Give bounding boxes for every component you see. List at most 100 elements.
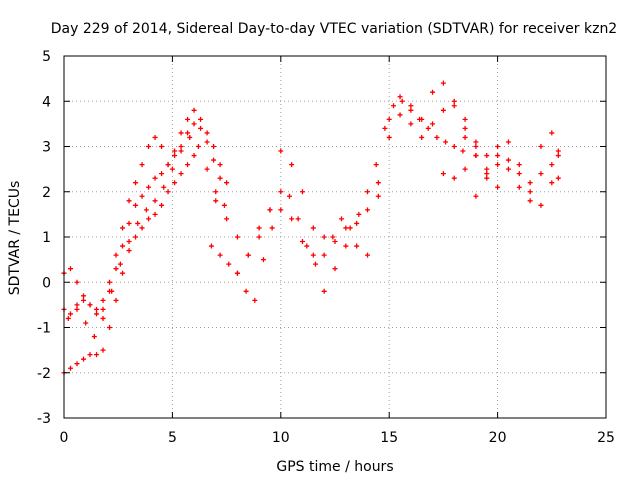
data-point xyxy=(74,361,80,367)
chart-title: Day 229 of 2014, Sidereal Day-to-day VTE… xyxy=(51,21,617,37)
data-point xyxy=(120,243,126,249)
data-point xyxy=(81,297,87,303)
data-point xyxy=(74,306,80,312)
data-point xyxy=(178,171,184,177)
data-point xyxy=(74,302,80,308)
data-point xyxy=(460,148,466,154)
series-track-I xyxy=(462,134,561,208)
data-point xyxy=(169,166,175,172)
data-point xyxy=(354,220,360,226)
data-point xyxy=(310,225,316,231)
data-point xyxy=(65,315,71,321)
data-point xyxy=(195,144,201,149)
data-point xyxy=(113,297,119,303)
data-point xyxy=(505,139,511,145)
data-point xyxy=(204,130,210,136)
data-point xyxy=(139,162,145,168)
data-point xyxy=(408,103,414,109)
data-point xyxy=(451,175,457,181)
data-point xyxy=(425,125,431,131)
data-point xyxy=(120,270,126,276)
data-point xyxy=(217,162,223,168)
data-point xyxy=(386,116,392,122)
data-point xyxy=(165,162,171,168)
y-tick-label: -1 xyxy=(37,321,51,337)
data-point xyxy=(107,325,113,330)
data-point xyxy=(408,107,414,113)
data-point xyxy=(397,112,403,118)
data-point xyxy=(473,139,479,145)
data-point xyxy=(234,234,240,240)
data-point xyxy=(152,198,158,204)
data-point xyxy=(187,134,193,140)
x-tick-label: 5 xyxy=(168,430,177,446)
series-track-C xyxy=(61,153,197,376)
data-point xyxy=(178,130,184,136)
data-point xyxy=(94,311,100,317)
data-point xyxy=(172,153,178,159)
y-tick-label: 3 xyxy=(42,140,51,156)
data-point xyxy=(295,216,301,222)
data-point xyxy=(224,216,230,222)
data-point xyxy=(419,134,425,140)
data-point xyxy=(185,130,191,136)
data-point xyxy=(152,175,158,181)
data-point xyxy=(289,162,295,168)
data-point xyxy=(505,166,511,172)
axis-ticks xyxy=(63,55,607,419)
data-point xyxy=(321,252,327,258)
data-point xyxy=(211,157,217,163)
data-point xyxy=(191,153,197,159)
data-point xyxy=(87,302,93,308)
data-point xyxy=(94,306,100,312)
data-point xyxy=(399,98,405,104)
data-point xyxy=(278,148,284,154)
series-track-E xyxy=(208,98,466,303)
data-point xyxy=(354,243,360,249)
data-point xyxy=(527,180,533,186)
data-point xyxy=(113,252,119,258)
y-tick-label: 5 xyxy=(42,49,51,65)
data-point xyxy=(332,266,338,272)
data-point xyxy=(555,175,561,181)
data-point xyxy=(159,202,165,208)
data-point xyxy=(289,216,295,222)
data-point xyxy=(434,134,440,140)
data-point xyxy=(100,347,106,353)
data-point xyxy=(462,116,468,122)
data-point xyxy=(516,184,522,190)
data-point xyxy=(211,144,217,149)
data-point xyxy=(356,211,362,217)
x-tick-label: 25 xyxy=(597,430,615,446)
data-point xyxy=(146,216,152,222)
x-tick-label: 10 xyxy=(272,430,290,446)
data-point xyxy=(330,234,336,240)
data-point xyxy=(185,116,191,122)
data-point xyxy=(243,288,249,294)
data-point xyxy=(198,125,204,131)
data-point xyxy=(555,153,561,159)
data-point xyxy=(484,171,490,177)
data-point xyxy=(430,121,436,127)
series-track-D xyxy=(65,134,227,340)
data-point xyxy=(278,207,284,213)
data-point xyxy=(484,153,490,159)
data-point xyxy=(152,134,158,140)
data-point xyxy=(286,193,292,199)
data-point xyxy=(198,116,204,122)
data-point xyxy=(269,225,275,231)
x-tick-label: 15 xyxy=(380,430,398,446)
grid-lines xyxy=(64,56,606,418)
data-point xyxy=(260,257,266,263)
data-point xyxy=(451,103,457,109)
data-point xyxy=(375,180,381,186)
data-point xyxy=(549,180,555,186)
data-point xyxy=(505,157,511,163)
data-point xyxy=(462,166,468,172)
data-point xyxy=(549,130,555,136)
data-point xyxy=(256,234,262,240)
data-point xyxy=(191,107,197,113)
data-point xyxy=(484,175,490,181)
data-point xyxy=(538,171,544,177)
